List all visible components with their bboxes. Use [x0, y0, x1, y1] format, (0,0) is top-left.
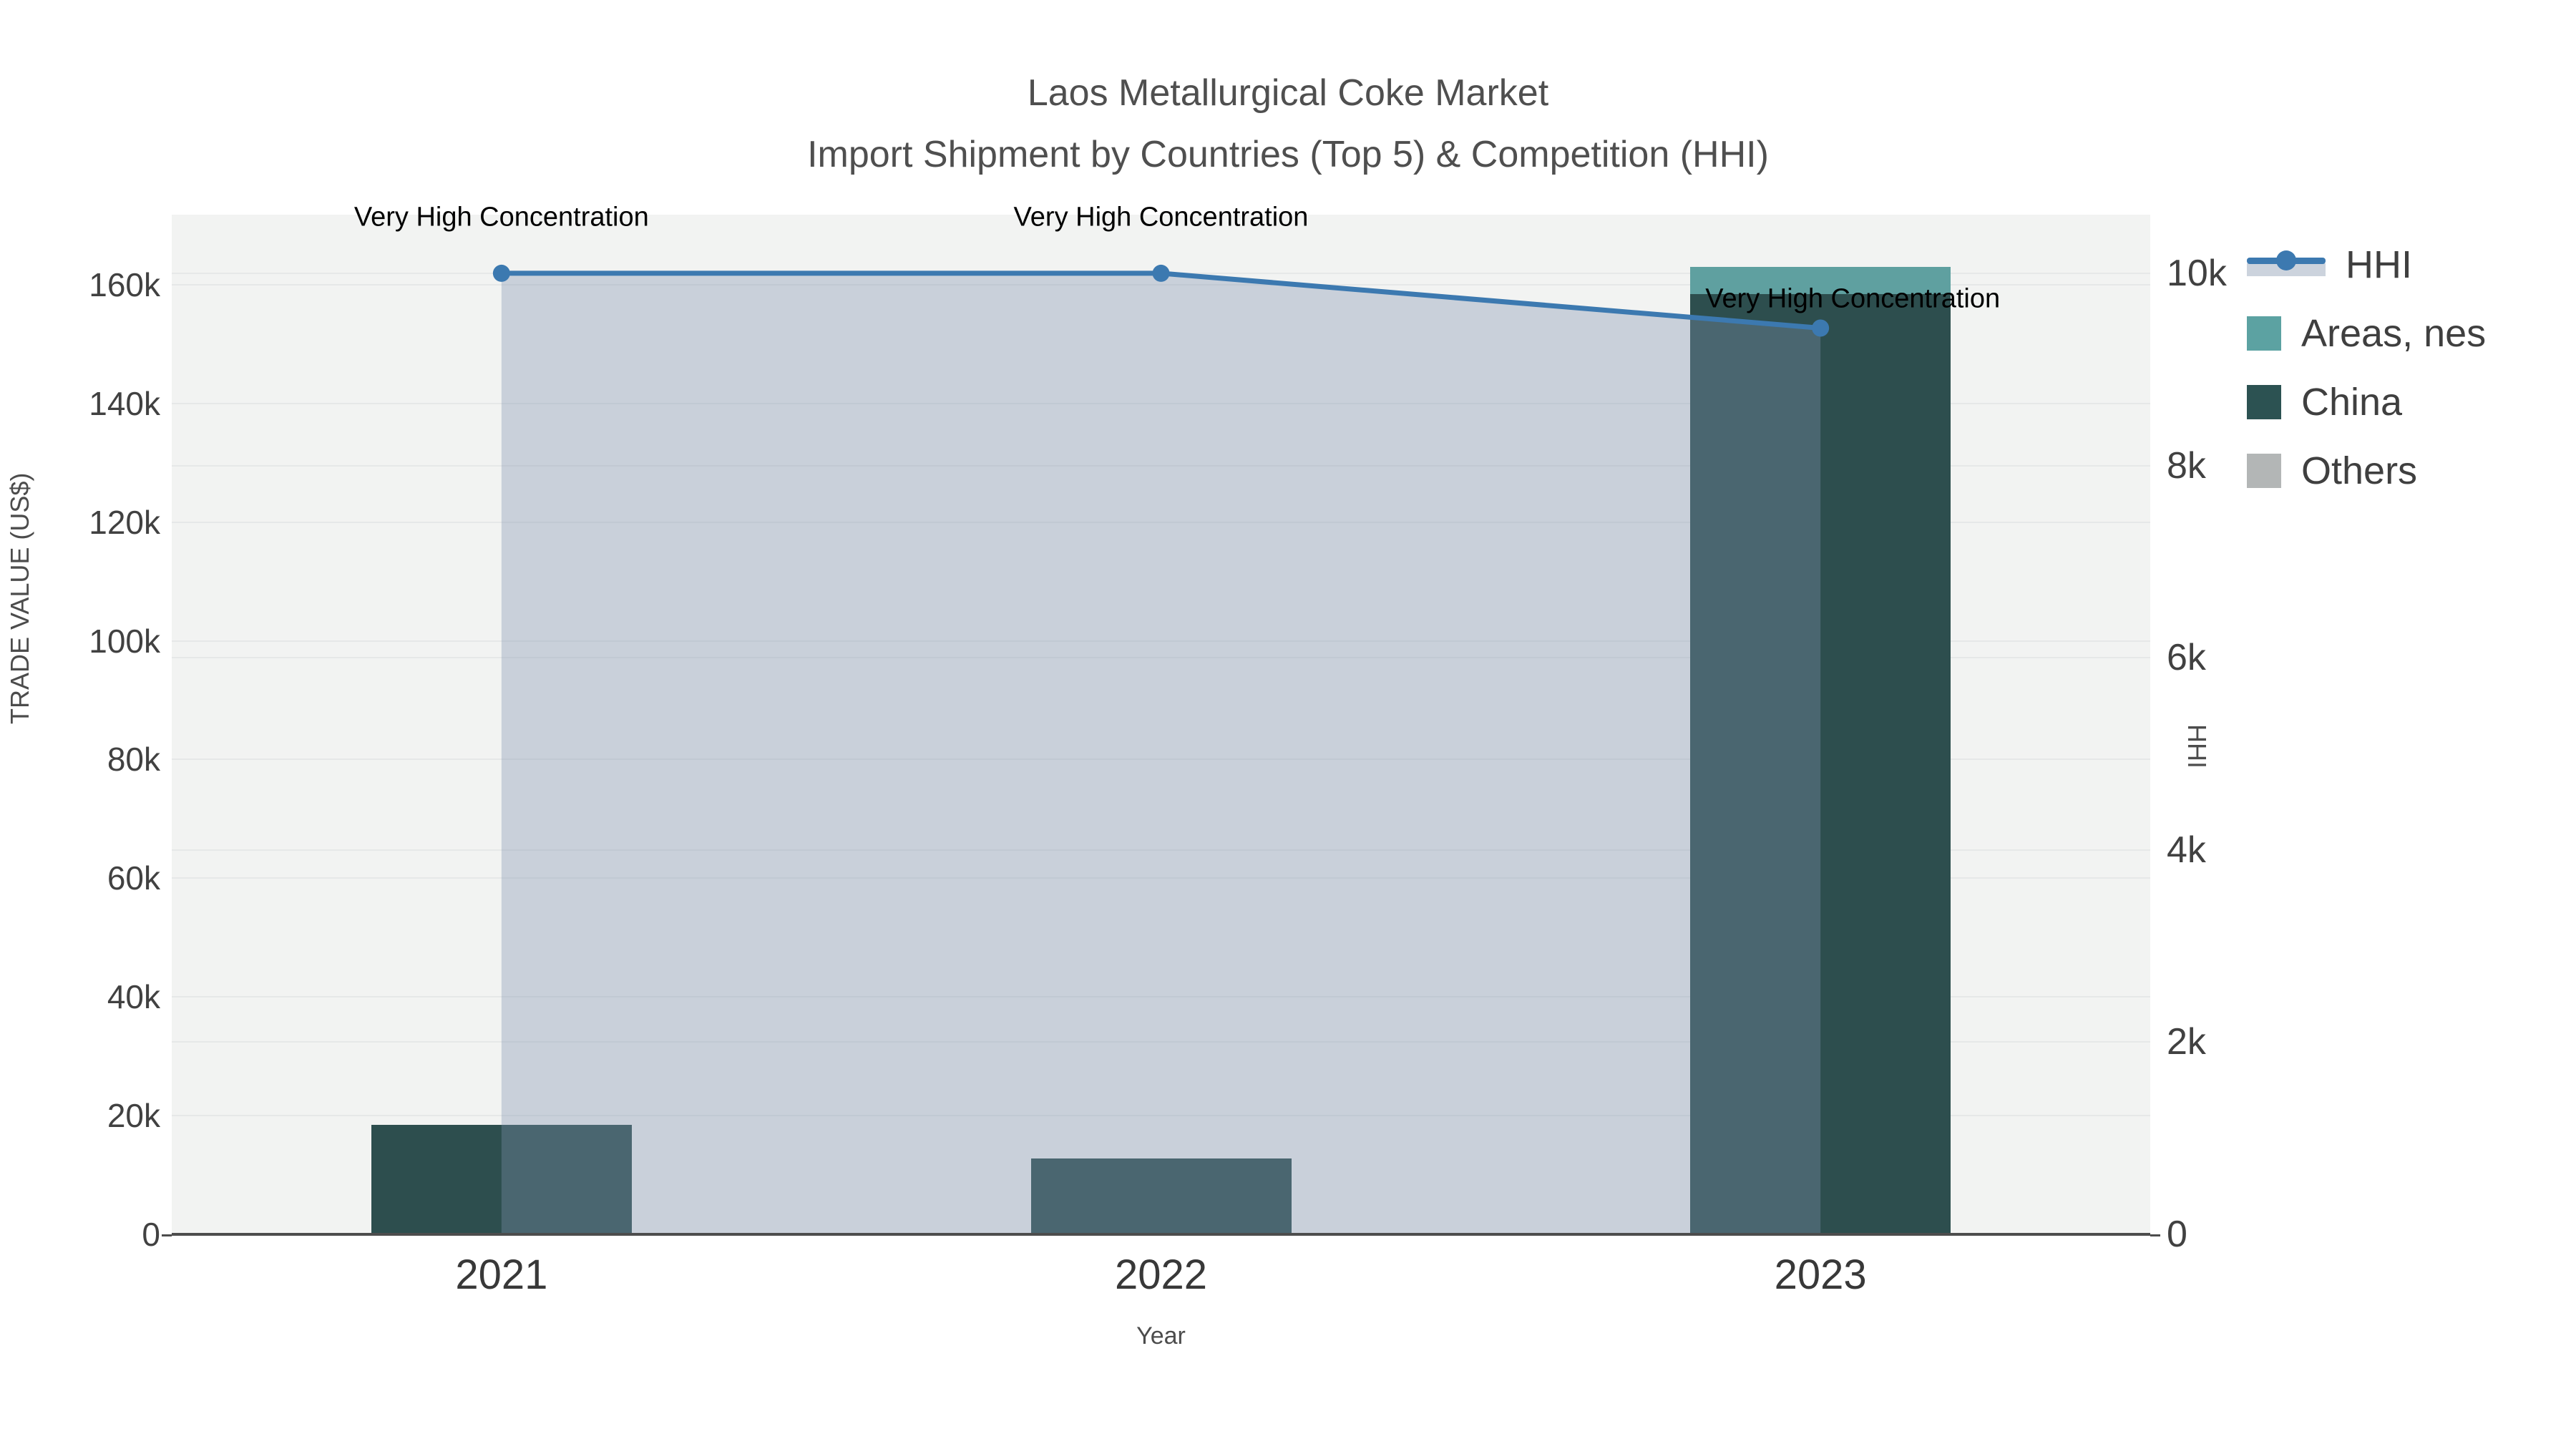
china-swatch-icon [2247, 385, 2281, 419]
right-tick-6k: 6k [2167, 637, 2206, 679]
right-tick-8k: 8k [2167, 444, 2206, 487]
hhi-line-icon [2247, 245, 2326, 285]
right-axis-title: HHI [2182, 724, 2212, 769]
gridline [172, 464, 2150, 467]
x-axis-line [172, 1233, 2150, 1236]
legend-item-china[interactable]: China [2247, 381, 2486, 424]
left-tick-80k: 80k [107, 741, 160, 779]
areas-nes-swatch-icon [2247, 316, 2281, 351]
gridline [172, 1041, 2150, 1043]
hhi-area-fill [501, 273, 1821, 1234]
right-tick-0: 0 [2167, 1214, 2187, 1255]
annotation-2022: Very High Concentration [1013, 202, 1309, 233]
legend: HHI Areas, nes China Others [2247, 243, 2487, 492]
left-tick-0: 0 [142, 1216, 160, 1253]
left-tick-40k: 40k [107, 978, 160, 1016]
legend-label: HHI [2346, 243, 2412, 286]
annotation-2023: Very High Concentration [1705, 283, 2001, 314]
gridline [172, 402, 2150, 404]
gridline [172, 758, 2150, 761]
bar-china-2022[interactable] [1030, 1158, 1292, 1234]
legend-label: Areas, nes [2301, 312, 2487, 355]
zero-tick-stub [2150, 1234, 2160, 1236]
annotation-2021: Very High Concentration [353, 202, 649, 233]
gridline [172, 657, 2150, 659]
x-tick-2022: 2022 [1114, 1252, 1208, 1298]
left-tick-60k: 60k [107, 859, 160, 897]
hhi-line[interactable] [501, 270, 1821, 331]
legend-label: China [2301, 381, 2403, 424]
right-tick-10k: 10k [2167, 252, 2227, 294]
right-tick-2k: 2k [2167, 1021, 2206, 1063]
x-axis-title: Year [1136, 1322, 1186, 1350]
gridline [172, 877, 2150, 879]
legend-item-areas-nes[interactable]: Areas, nes [2247, 312, 2487, 355]
others-swatch-icon [2247, 454, 2281, 488]
gridline [172, 849, 2150, 851]
x-tick-2021: 2021 [455, 1252, 548, 1298]
left-axis-title: TRADE VALUE (US$) [5, 472, 34, 724]
left-tick-100k: 100k [89, 622, 160, 660]
chart-title: Laos Metallurgical Coke Market [1027, 72, 1549, 114]
gridline [172, 1115, 2150, 1117]
plot-area [172, 215, 2150, 1234]
legend-item-others[interactable]: Others [2247, 449, 2486, 492]
bar-china-2023[interactable] [1690, 294, 1951, 1234]
legend-item-hhi[interactable]: HHI [2247, 243, 2486, 286]
left-tick-120k: 120k [89, 503, 160, 541]
right-tick-4k: 4k [2167, 829, 2206, 871]
bar-china-2021[interactable] [371, 1125, 632, 1234]
chart-subtitle: Import Shipment by Countries (Top 5) & C… [807, 134, 1769, 175]
gridline [172, 640, 2150, 642]
left-tick-140k: 140k [89, 384, 160, 422]
legend-label: Others [2301, 449, 2418, 492]
left-tick-20k: 20k [107, 1097, 160, 1135]
x-tick-2023: 2023 [1774, 1252, 1867, 1298]
gridline [172, 521, 2150, 523]
gridline [172, 996, 2150, 998]
left-tick-160k: 160k [89, 265, 160, 303]
zero-tick-stub [162, 1234, 172, 1236]
